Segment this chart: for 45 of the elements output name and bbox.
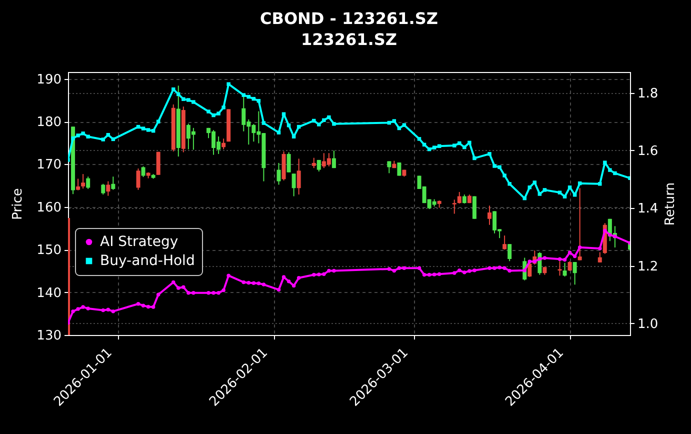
- candlestick: [106, 180, 110, 196]
- chart-title: CBOND - 123261.SZ 123261.SZ: [260, 9, 438, 49]
- y-tick-label: 140: [36, 286, 62, 301]
- candlestick: [387, 160, 392, 174]
- candlestick: [222, 138, 226, 150]
- y-tick-label: 160: [36, 200, 62, 216]
- candlestick: [81, 174, 86, 190]
- candlestick: [457, 191, 462, 204]
- candlestick: [156, 151, 160, 176]
- candlestick: [472, 196, 476, 220]
- candlestick: [502, 235, 507, 250]
- candlestick: [286, 152, 291, 173]
- candlestick: [572, 261, 577, 286]
- candlestick: [86, 176, 90, 190]
- legend-label: Buy-and-Hold: [100, 253, 195, 269]
- y2-tick-label: 1.6: [638, 144, 658, 159]
- y-tick-label: 150: [36, 243, 62, 258]
- y-axis-title: Price: [10, 188, 26, 220]
- candlestick: [332, 150, 336, 169]
- candlestick: [292, 173, 296, 197]
- candlestick: [296, 158, 301, 196]
- candlestick: [508, 244, 512, 262]
- candlestick: [76, 178, 80, 191]
- candlestick: [562, 262, 567, 278]
- y2-tick-label: 1.4: [638, 202, 658, 217]
- candlestick: [101, 183, 106, 196]
- legend-label: AI Strategy: [100, 234, 178, 250]
- candlestick: [312, 157, 316, 169]
- candlestick: [488, 205, 492, 226]
- candlestick: [598, 252, 602, 263]
- y2-axis-title: Return: [663, 182, 678, 226]
- y2-tick-label: 1.0: [638, 316, 658, 332]
- y2-tick-label: 1.8: [638, 86, 658, 102]
- y-tick-label: 130: [36, 328, 62, 344]
- y2-tick-label: 1.2: [638, 259, 658, 274]
- y-tick-label: 170: [36, 158, 62, 173]
- candlestick: [136, 168, 140, 190]
- candlestick: [276, 162, 281, 186]
- candlestick: [452, 199, 456, 214]
- candlestick: [568, 260, 572, 272]
- y-tick-label: 180: [36, 115, 62, 130]
- y-tick-label: 190: [36, 72, 62, 88]
- candlestick: [141, 166, 146, 178]
- candlestick: [111, 176, 116, 190]
- candlestick: [397, 162, 402, 176]
